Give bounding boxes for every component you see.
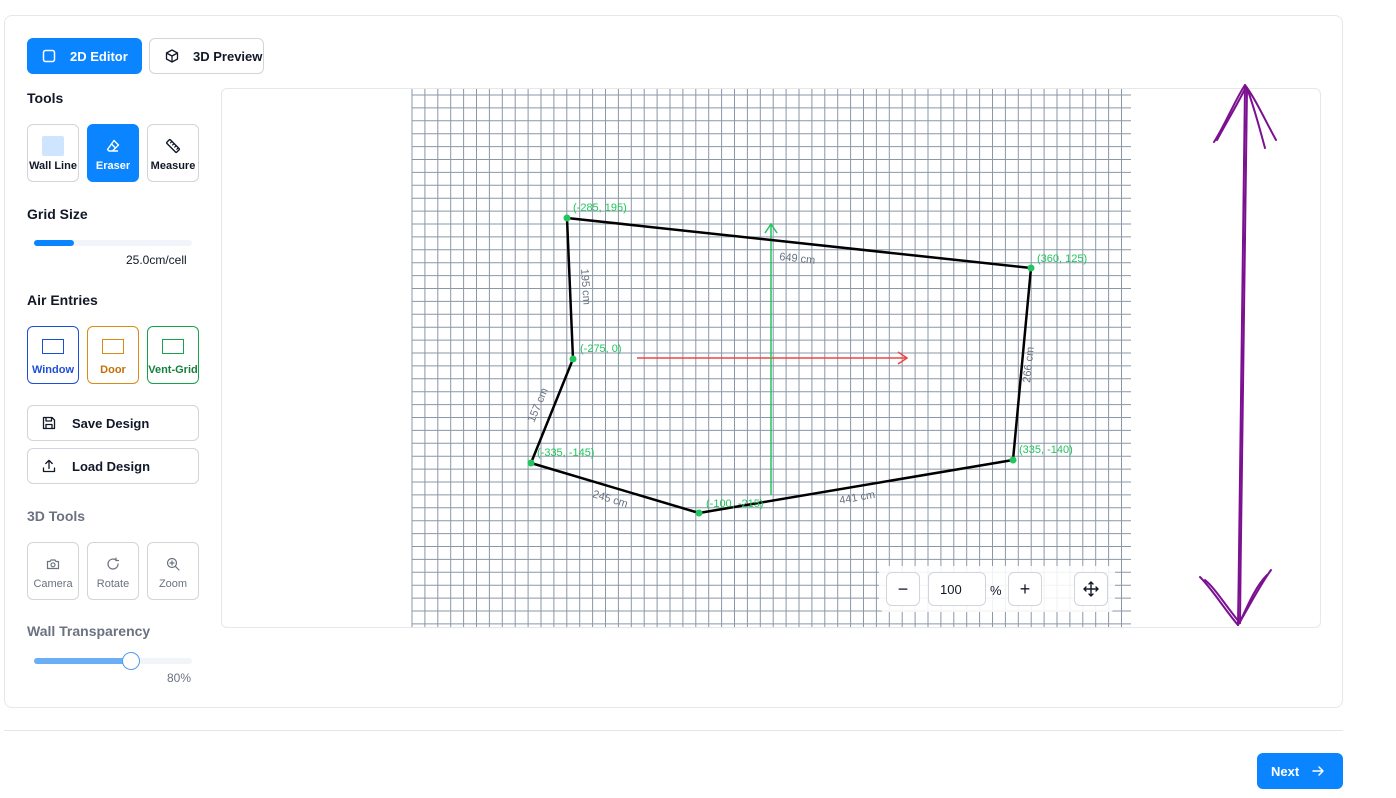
zoom-tool[interactable]: Zoom <box>147 542 199 600</box>
save-icon <box>42 416 56 430</box>
measurement-label: 195 cm <box>578 268 592 305</box>
pan-button[interactable] <box>1074 572 1108 606</box>
grid-lines <box>411 89 1131 627</box>
grid-size-slider[interactable] <box>34 240 192 246</box>
measurement-label: 649 cm <box>779 251 816 267</box>
vent-grid-icon <box>162 338 184 354</box>
upload-icon <box>42 459 56 473</box>
minus-icon: − <box>897 578 909 599</box>
measurement-label: 266 cm <box>1021 346 1037 383</box>
wall-point[interactable] <box>527 459 535 467</box>
camera-icon <box>46 553 60 575</box>
zoom-value: 100 <box>940 581 962 597</box>
rotate-icon <box>106 553 120 575</box>
wall-point[interactable] <box>695 509 703 517</box>
arrow-right-icon <box>1312 766 1324 776</box>
eraser-tool[interactable]: Eraser <box>87 124 139 182</box>
measurement-label: 441 cm <box>838 489 876 507</box>
point-coordinate-label: (-285, 195) <box>573 202 627 214</box>
tools-heading: Tools <box>27 90 64 106</box>
next-label: Next <box>1271 763 1300 779</box>
wall-point[interactable] <box>1009 456 1017 464</box>
window-icon <box>42 338 64 354</box>
wall-line-label: Wall Line <box>29 159 77 172</box>
point-coordinate-label: (360, 125) <box>1037 253 1087 265</box>
measure-tool[interactable]: Measure <box>147 124 199 182</box>
wall-transparency-fill <box>34 658 133 664</box>
wall-point[interactable] <box>1027 264 1035 272</box>
point-labels: (-285, 195) (360, 125) (335, -140) (-100… <box>537 202 1087 510</box>
3d-preview-tab[interactable]: 3D Preview <box>149 38 264 74</box>
floor-plan-canvas[interactable]: 649 cm 266 cm 441 cm 245 cm 157 cm 195 c… <box>221 88 1321 628</box>
eraser-label: Eraser <box>95 159 131 172</box>
wall-transparency-slider[interactable] <box>34 652 192 670</box>
plus-icon: + <box>1019 578 1031 599</box>
x-axis-arrow <box>637 351 909 365</box>
wall-point[interactable] <box>563 214 571 222</box>
door-label: Door <box>100 363 126 376</box>
wall-line-icon <box>42 135 64 157</box>
annotation-double-arrow <box>1199 84 1277 626</box>
rotate-tool[interactable]: Rotate <box>87 542 139 600</box>
point-coordinate-label: (335, -140) <box>1019 444 1073 456</box>
zoom-out-button[interactable]: − <box>886 572 920 606</box>
grid-size-value: 25.0cm/cell <box>126 253 187 267</box>
window-entry-button[interactable]: Window <box>27 326 79 384</box>
window-label: Window <box>31 363 75 376</box>
zoom-in-icon <box>166 553 180 575</box>
door-entry-button[interactable]: Door <box>87 326 139 384</box>
y-axis-arrow <box>764 222 778 495</box>
measure-label: Measure <box>150 159 196 172</box>
camera-label: Camera <box>33 577 73 590</box>
2d-editor-tab[interactable]: 2D Editor <box>27 38 142 74</box>
grid-size-slider-fill <box>34 240 74 246</box>
wall-point[interactable] <box>569 355 577 363</box>
vent-grid-label: Vent-Grid <box>148 363 198 376</box>
move-icon <box>1083 581 1099 597</box>
wall-points[interactable] <box>527 214 1035 517</box>
load-design-button[interactable]: Load Design <box>27 448 199 484</box>
point-coordinate-label: (-335, -145) <box>537 447 594 459</box>
next-button[interactable]: Next <box>1257 753 1343 789</box>
load-design-label: Load Design <box>72 458 151 474</box>
point-coordinate-label: (-100, -215) <box>706 498 763 510</box>
save-design-button[interactable]: Save Design <box>27 405 199 441</box>
floor-plan-svg[interactable]: 649 cm 266 cm 441 cm 245 cm 157 cm 195 c… <box>222 89 1321 628</box>
camera-tool[interactable]: Camera <box>27 542 79 600</box>
grid-size-heading: Grid Size <box>27 206 88 222</box>
zoom-label: Zoom <box>158 577 188 590</box>
3d-tools-heading: 3D Tools <box>27 508 86 524</box>
door-icon <box>102 338 124 354</box>
wall-line-tool[interactable]: Wall Line <box>27 124 79 182</box>
rotate-label: Rotate <box>96 577 130 590</box>
zoom-controls: − 100 % + <box>879 566 1115 612</box>
ruler-icon <box>165 135 181 157</box>
vent-grid-entry-button[interactable]: Vent-Grid <box>147 326 199 384</box>
3d-preview-label: 3D Preview <box>193 48 263 64</box>
cube-icon <box>165 49 179 63</box>
zoom-unit: % <box>990 583 1002 598</box>
square-icon <box>42 49 56 63</box>
eraser-icon <box>105 135 121 157</box>
zoom-in-button[interactable]: + <box>1008 572 1042 606</box>
wall-transparency-value: 80% <box>167 671 192 685</box>
air-entries-heading: Air Entries <box>27 292 98 308</box>
zoom-input[interactable]: 100 <box>928 572 986 606</box>
2d-editor-label: 2D Editor <box>70 48 128 64</box>
point-coordinate-label: (-275, 0) <box>580 343 622 355</box>
wall-transparency-knob[interactable] <box>122 652 141 670</box>
footer-divider <box>4 730 1343 731</box>
save-design-label: Save Design <box>72 415 150 431</box>
wall-transparency-heading: Wall Transparency <box>27 623 151 639</box>
wall-measurements: 649 cm 266 cm 441 cm 245 cm 157 cm 195 c… <box>526 251 1037 510</box>
